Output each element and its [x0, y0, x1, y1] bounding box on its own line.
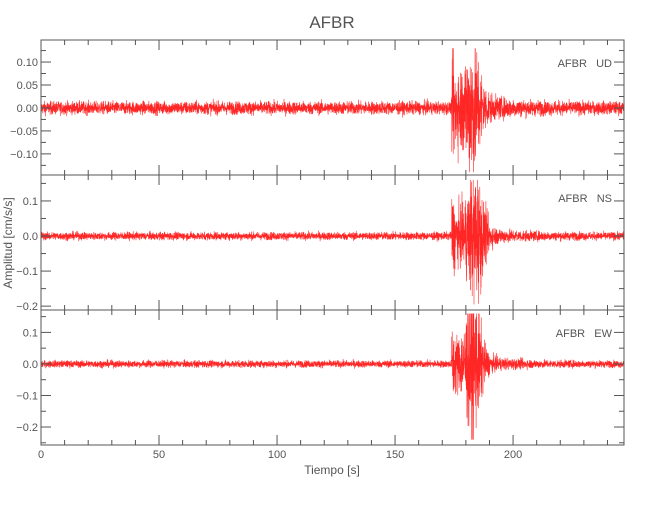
y-tick-label: −0.05	[10, 126, 38, 138]
channel-label: AFBR UD	[558, 58, 612, 70]
chart-title: AFBR	[309, 13, 354, 32]
panel-0: 0.10 0.05 0.00 −0.05 −0.10 AFBR UD	[10, 39, 625, 176]
channel-label: AFBR EW	[556, 328, 613, 340]
panel-frame	[40, 309, 625, 446]
panel-frame	[40, 174, 625, 311]
y-tick-label: −0.10	[10, 149, 38, 161]
y-tick-label: 0.05	[17, 80, 38, 92]
y-tick-label: 0.0	[23, 359, 38, 371]
channel-label: AFBR NS	[558, 193, 612, 205]
y-tick-label: −0.1	[16, 266, 38, 278]
y-tick-label: 0.10	[17, 57, 38, 69]
x-tick-label: 100	[268, 449, 286, 461]
y-tick-label: −0.2	[16, 422, 38, 434]
x-tick-label: 50	[153, 449, 165, 461]
x-tick-label: 150	[386, 449, 404, 461]
y-tick-label: 0.1	[23, 196, 38, 208]
x-tick-label: 200	[504, 449, 522, 461]
panel-2: 0.1 0.0 −0.1 −0.2 AFBR EW	[16, 309, 625, 446]
y-tick-label: −0.2	[16, 301, 38, 313]
x-axis-label: Tiempo [s]	[304, 463, 360, 477]
y-tick-label: −0.1	[16, 390, 38, 402]
y-axis-label: Amplitud [cm/s/s]	[1, 197, 15, 288]
waveform-line	[40, 313, 625, 440]
y-tick-label: 0.0	[23, 231, 38, 243]
waveform-line	[40, 48, 625, 173]
panel-1: 0.1 0.0 −0.1 −0.2 AFBR NS	[16, 174, 625, 313]
waveform-line	[40, 179, 625, 305]
y-tick-label: 0.00	[17, 103, 38, 115]
y-tick-label: 0.1	[23, 327, 38, 339]
x-tick-label: 0	[38, 449, 44, 461]
